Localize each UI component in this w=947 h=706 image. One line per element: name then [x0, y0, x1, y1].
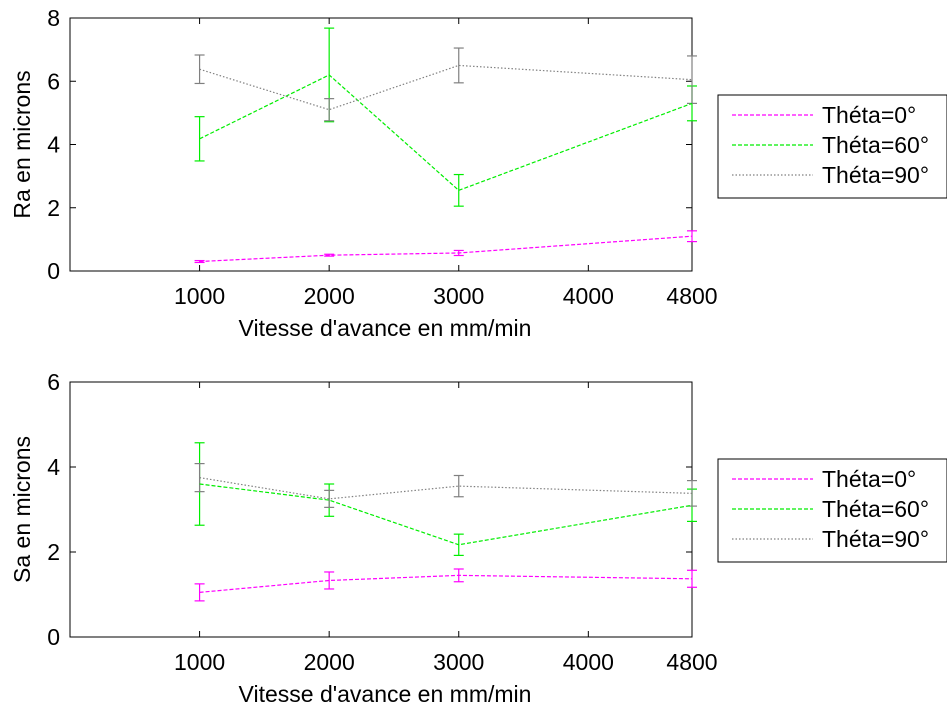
legend-box — [717, 458, 947, 563]
legend-label: Théta=60° — [822, 496, 929, 522]
series-line — [199, 64, 693, 111]
series-3 — [194, 463, 697, 508]
plot-frame — [69, 381, 693, 638]
series-line — [199, 574, 693, 593]
x-tick-label: 4000 — [563, 649, 614, 675]
plot-frame — [69, 17, 693, 272]
y-tick-label: 2 — [47, 539, 60, 565]
x-tick-label: 3000 — [433, 283, 484, 309]
x-tick-label: 4800 — [666, 649, 717, 675]
y-axis-label: Ra en microns — [9, 70, 35, 218]
x-tick-label: 4800 — [666, 283, 717, 309]
legend-label: Théta=60° — [822, 132, 929, 158]
legend-label: Théta=0° — [822, 102, 916, 128]
chart-panel-2: 1000 2000 3000 4000 4800 0 2 4 6 Vitesse d'avance… — [9, 369, 947, 706]
y-tick-label: 0 — [47, 258, 60, 284]
series-line — [199, 74, 693, 192]
legend-label: Théta=90° — [822, 162, 929, 188]
legend: Théta=0° Théta=60° Théta=90° — [717, 94, 947, 199]
legend: Théta=0° Théta=60° Théta=90° — [717, 458, 947, 563]
x-tick-label: 4000 — [563, 283, 614, 309]
series-1 — [194, 568, 697, 602]
series-line — [199, 235, 693, 263]
series-3 — [194, 47, 697, 122]
series-1 — [194, 230, 697, 264]
chart-panel-1: 1000 2000 3000 4000 4800 0 2 4 6 8 Vitesse d'avanc… — [9, 5, 947, 341]
y-axis-label: Sa en microns — [9, 436, 35, 583]
x-tick-label: 2000 — [304, 649, 355, 675]
y-tick-label: 4 — [47, 454, 60, 480]
x-tick-label: 2000 — [304, 283, 355, 309]
series-line — [199, 477, 693, 500]
y-tick-label: 8 — [47, 5, 60, 31]
x-tick-label: 1000 — [174, 283, 225, 309]
y-tick-label: 0 — [47, 624, 60, 650]
x-axis-label: Vitesse d'avance en mm/min — [239, 681, 532, 706]
legend-box — [717, 94, 947, 199]
x-tick-label: 1000 — [174, 649, 225, 675]
legend-label: Théta=90° — [822, 526, 929, 552]
y-tick-label: 6 — [47, 369, 60, 395]
y-tick-label: 2 — [47, 195, 60, 221]
x-tick-label: 3000 — [433, 649, 484, 675]
y-tick-label: 6 — [47, 68, 60, 94]
x-axis-label: Vitesse d'avance en mm/min — [239, 315, 532, 341]
y-tick-label: 4 — [47, 132, 60, 158]
series-line — [199, 483, 693, 546]
series-2 — [194, 442, 697, 557]
legend-label: Théta=0° — [822, 466, 916, 492]
